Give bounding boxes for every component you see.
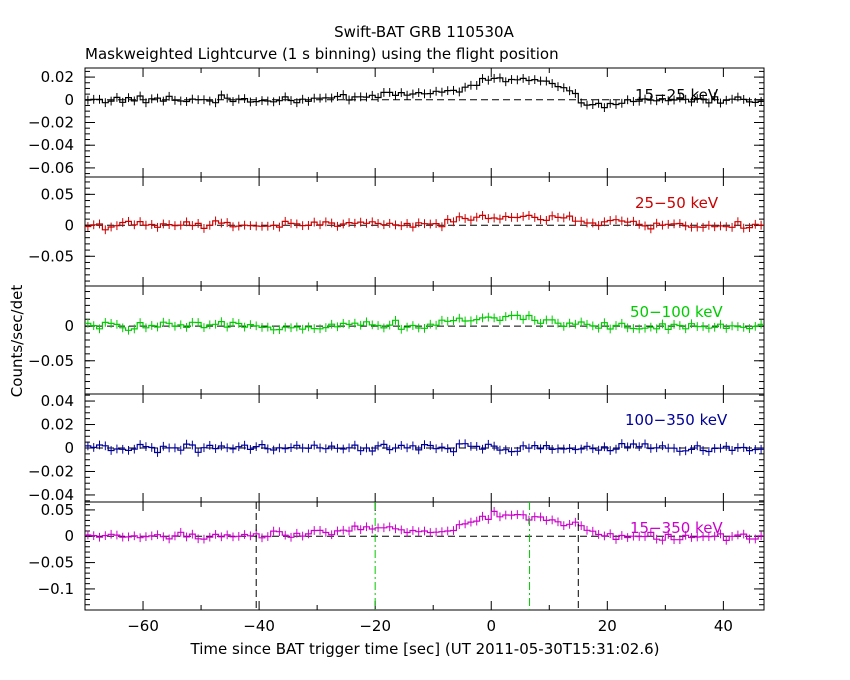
y-tick-label: −0.04 xyxy=(28,486,74,504)
panel-5: 0.05 0 −0.05 −0.1 15−350 keV −60 −40 −20 0 20 40 xyxy=(28,501,765,635)
y-tick-label: 0.02 xyxy=(41,416,74,434)
y-tick-label: −0.05 xyxy=(28,352,74,370)
lightcurve-series xyxy=(85,214,764,231)
x-tick-label: −40 xyxy=(243,617,275,635)
y-tick-label: −0.06 xyxy=(28,159,74,177)
y-tick-label: −0.05 xyxy=(28,554,74,572)
x-tick-label: 40 xyxy=(714,617,733,635)
y-axis-label: Counts/sec/det xyxy=(8,285,26,398)
band-label: 50−100 keV xyxy=(630,303,723,321)
y-tick-label: 0.04 xyxy=(41,392,74,410)
panel-2: 0.05 0 −0.05 25−50 keV xyxy=(28,176,765,287)
y-tick-label: 0 xyxy=(64,91,74,109)
x-tick-label: −60 xyxy=(127,617,159,635)
lightcurve-series xyxy=(85,77,764,109)
y-tick-label: −0.02 xyxy=(28,114,74,132)
panel-frame xyxy=(84,67,765,178)
y-tick-label: −0.02 xyxy=(28,462,74,480)
x-tick-label: −20 xyxy=(359,617,391,635)
band-label: 15−25 keV xyxy=(635,86,719,104)
lightcurve-series xyxy=(85,510,764,541)
y-tick-label: 0.02 xyxy=(41,68,74,86)
band-label: 100−350 keV xyxy=(625,411,728,429)
panels-group: 0.02 0 −0.02 −0.04 −0.06 15−25 keV 0.05 0 −0.05 2… xyxy=(28,67,765,635)
y-tick-label: 0 xyxy=(64,216,74,234)
y-tick-label: 0 xyxy=(64,439,74,457)
lightcurve-series xyxy=(85,443,764,454)
y-tick-label: 0 xyxy=(64,527,74,545)
y-tick-label: 0 xyxy=(64,317,74,335)
y-tick-label: −0.1 xyxy=(38,580,74,598)
panel-3: 0 −0.05 50−100 keV xyxy=(28,285,765,395)
panel-1: 0.02 0 −0.02 −0.04 −0.06 15−25 keV xyxy=(28,67,765,178)
panel-frame xyxy=(84,501,765,611)
y-tick-label: 0.05 xyxy=(41,501,74,519)
chart-title: Swift-BAT GRB 110530A xyxy=(334,23,514,41)
y-tick-label: −0.05 xyxy=(28,247,74,265)
lightcurve-series xyxy=(85,314,764,331)
chart-subtitle: Maskweighted Lightcurve (1 s binning) us… xyxy=(85,45,559,63)
panel-4: 0.04 0.02 0 −0.02 −0.04 100−350 keV xyxy=(28,392,765,504)
x-tick-label: 20 xyxy=(598,617,617,635)
error-bars xyxy=(87,211,762,235)
y-tick-label: −0.04 xyxy=(28,136,74,154)
band-label: 15−350 keV xyxy=(630,519,723,537)
x-axis-label: Time since BAT trigger time [sec] (UT 20… xyxy=(190,640,660,658)
x-tick-label: 0 xyxy=(486,617,496,635)
band-label: 25−50 keV xyxy=(635,194,719,212)
y-tick-label: 0.05 xyxy=(41,185,74,203)
